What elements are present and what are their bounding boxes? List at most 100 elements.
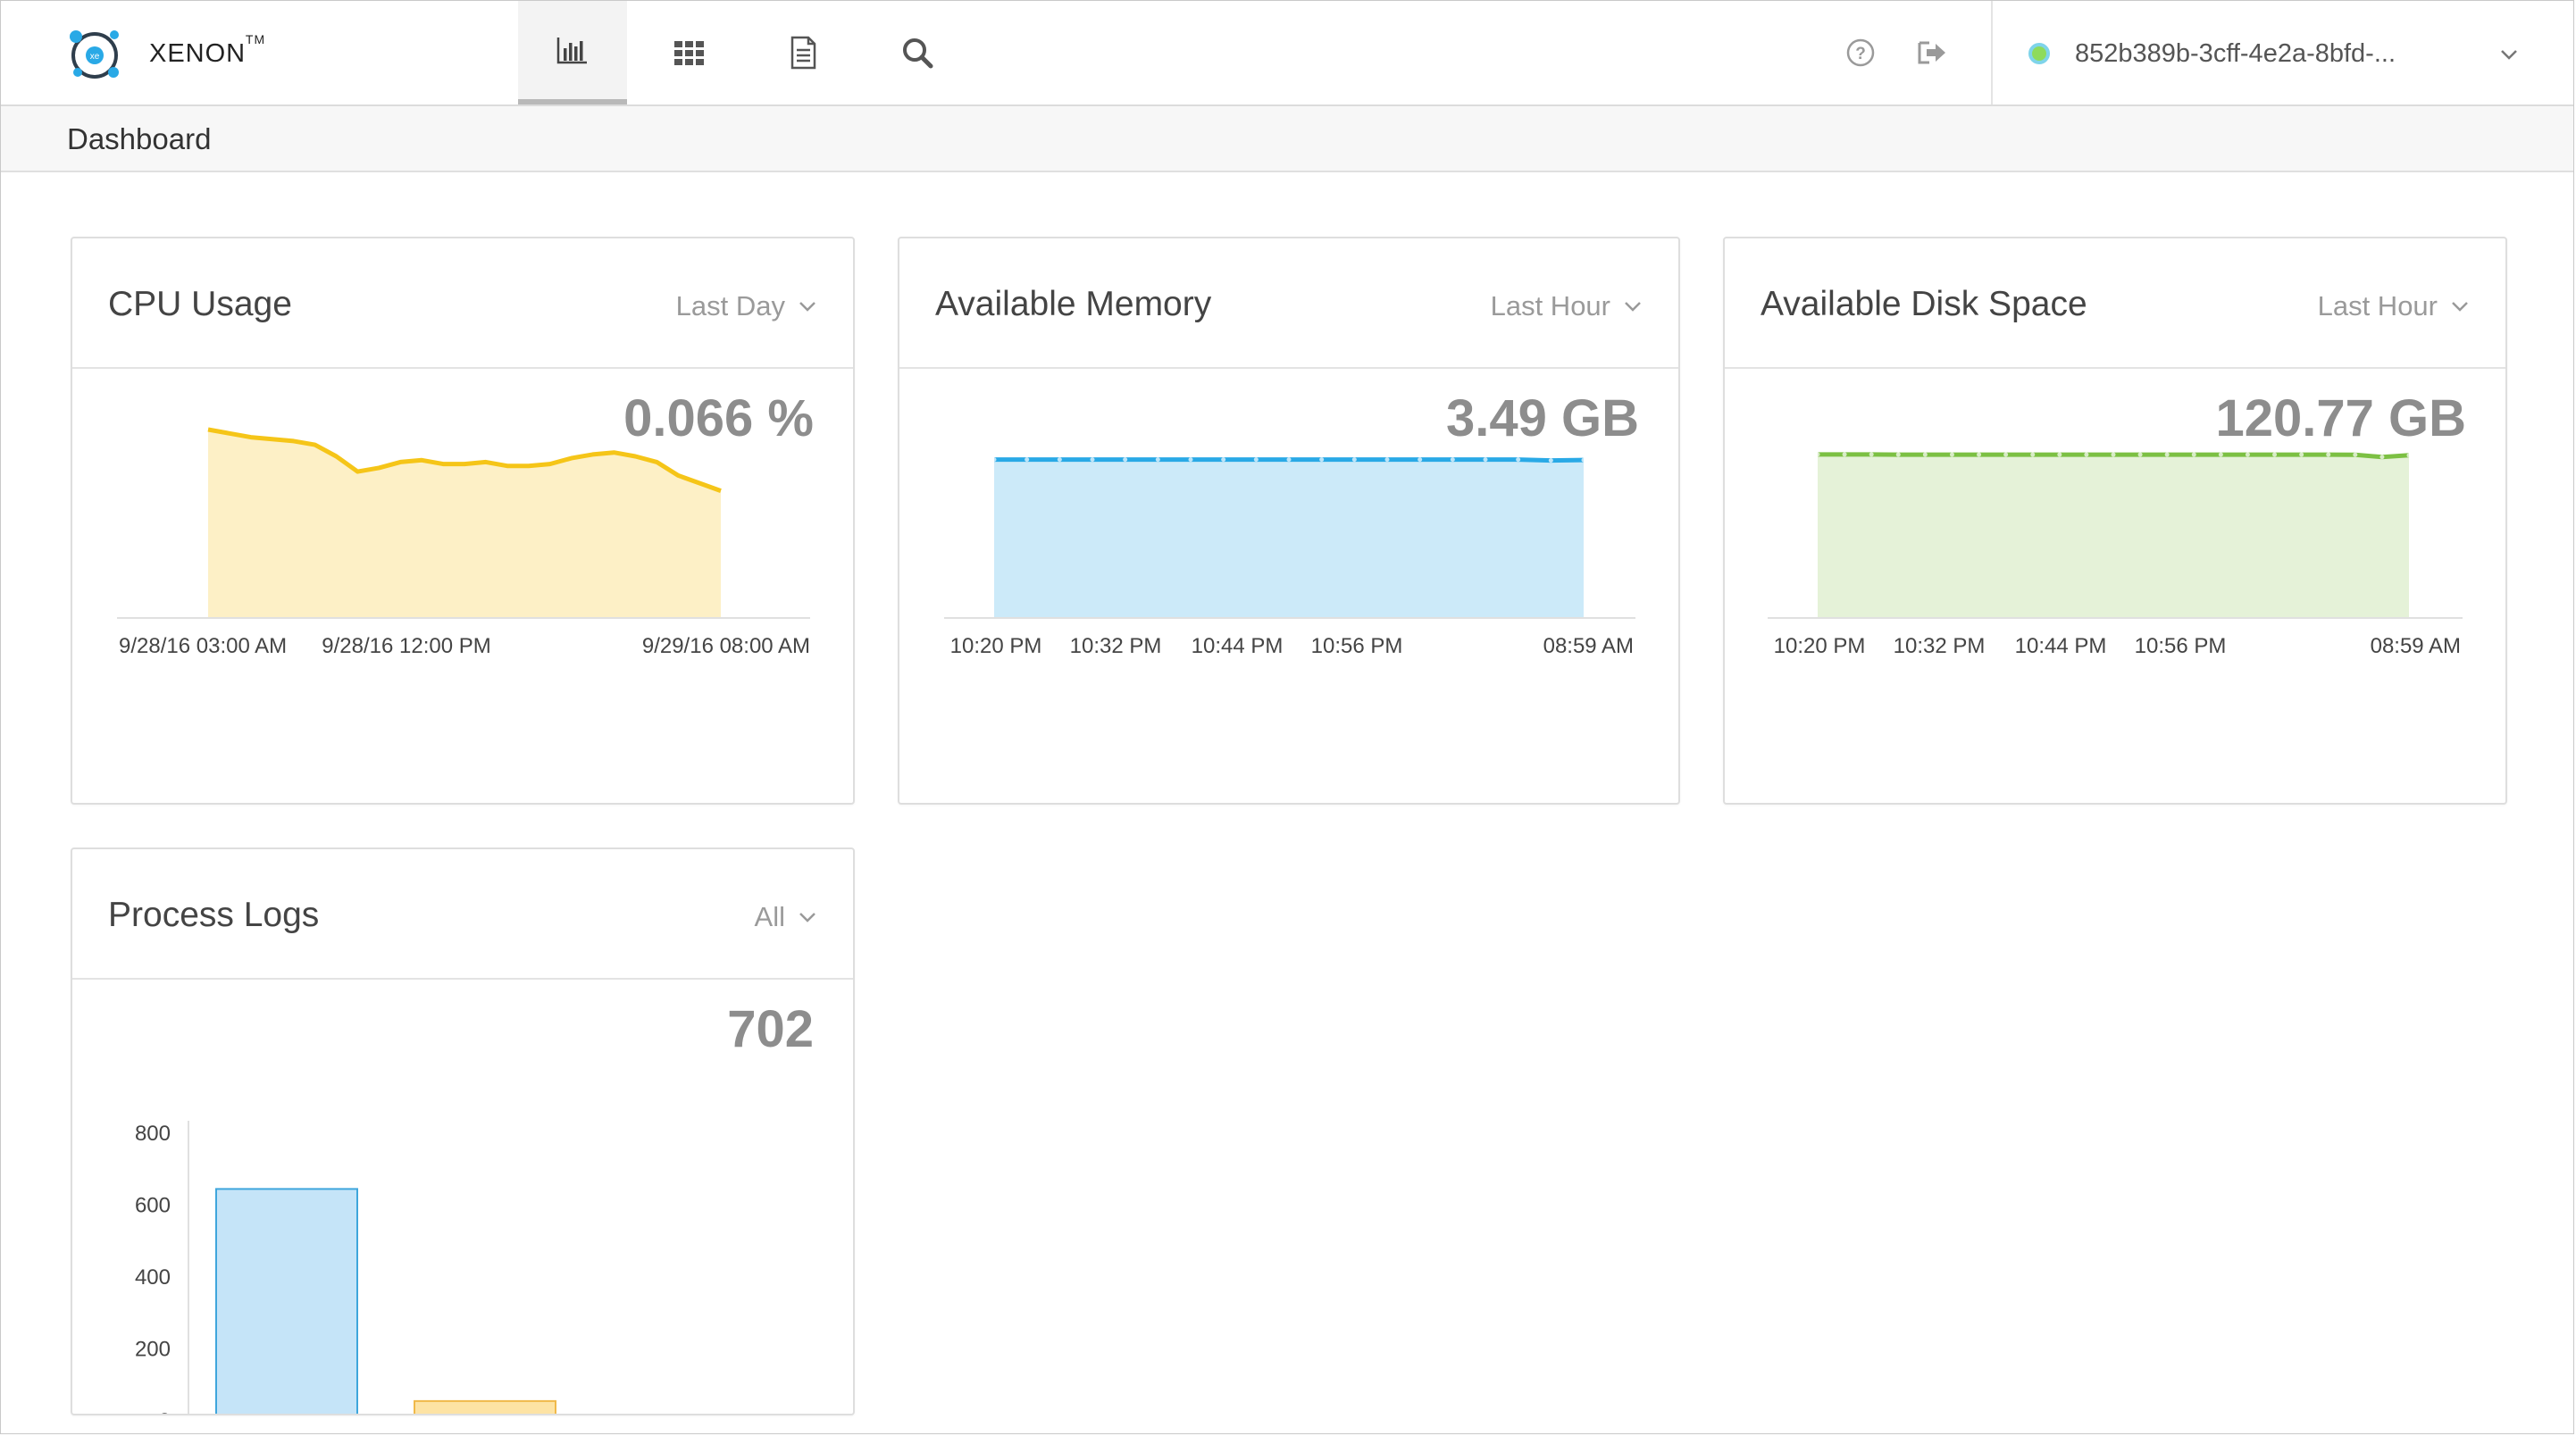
data-point [1450, 457, 1455, 463]
log-level-label: All [754, 901, 785, 932]
x-tick-label: 10:56 PM [1311, 634, 1403, 658]
x-tick-label: 9/29/16 08:00 AM [642, 634, 810, 658]
available-disk-space-card: Available Disk Space Last Hour 120.77 GB… [1723, 237, 2507, 805]
data-point [2299, 452, 2304, 457]
node-selector[interactable]: 852b389b-3cff-4e2a-8bfd-... [2028, 28, 2529, 79]
x-tick-label: 9/28/16 12:00 PM [322, 634, 490, 658]
x-tick-label: 10:32 PM [1070, 634, 1162, 658]
y-tick-label: 0 [159, 1409, 171, 1414]
disk-chart: 10:20 PM 10:32 PM 10:44 PM 10:56 PM 08:59 AM [1768, 452, 2463, 658]
x-tick-label: 10:44 PM [2015, 634, 2107, 658]
x-tick-label: 10:20 PM [950, 634, 1042, 658]
xenon-logo-icon: xe [70, 30, 119, 79]
data-point [2003, 452, 2009, 457]
y-tick-label: 200 [135, 1338, 171, 1362]
top-nav: xe XENON TM [1, 1, 2573, 106]
tab-services[interactable] [634, 1, 743, 104]
y-tick-label: 800 [135, 1122, 171, 1146]
cpu-usage-card: CPU Usage Last Day 0.066 % 9/28/16 03:00… [71, 237, 855, 805]
page-header: Dashboard [1, 106, 2573, 172]
current-value: 3.49 GB [1446, 389, 1639, 447]
data-point [2057, 452, 2062, 457]
data-point [1977, 452, 1982, 457]
series-area [1818, 454, 2409, 617]
document-icon [790, 36, 816, 70]
data-point [1221, 457, 1226, 463]
card-title: Available Memory [935, 285, 1212, 323]
data-point [1815, 452, 1820, 457]
data-point [2191, 452, 2196, 457]
search-icon [903, 38, 933, 69]
series-area [208, 430, 721, 617]
data-point [1155, 457, 1160, 463]
data-point [2030, 452, 2036, 457]
data-point [2406, 453, 2412, 458]
trademark: TM [245, 31, 266, 46]
data-point [991, 457, 997, 463]
time-range-select[interactable]: Last Day [676, 290, 817, 322]
data-point [1548, 458, 1553, 463]
data-point [1922, 452, 1928, 457]
data-point [1090, 457, 1095, 463]
bar-chart-icon [556, 38, 587, 64]
card-title: Process Logs [108, 896, 320, 934]
data-point [1949, 452, 1954, 457]
chevron-down-icon [799, 302, 815, 312]
data-point [1123, 457, 1128, 463]
data-point [2084, 452, 2089, 457]
cpu-chart: 9/28/16 03:00 AM 9/28/16 12:00 PM 9/29/16 … [117, 427, 810, 658]
card-title: Available Disk Space [1761, 285, 2087, 323]
brand[interactable]: xe XENON TM [67, 24, 266, 83]
process-logs-chart: 0200400600800InfoWarningError [135, 1121, 556, 1414]
x-tick-label: 08:59 AM [1543, 634, 1634, 658]
data-point [2245, 452, 2250, 457]
page-title: Dashboard [67, 122, 212, 155]
log-level-select[interactable]: All [755, 901, 817, 933]
data-point [1057, 457, 1062, 463]
time-range-select[interactable]: Last Hour [1491, 290, 1643, 322]
tab-dashboard[interactable] [518, 1, 627, 104]
data-point [2218, 452, 2223, 457]
bar-info [215, 1188, 358, 1414]
x-tick-label: 10:32 PM [1894, 634, 1986, 658]
help-icon[interactable]: ? [1843, 35, 1878, 71]
bar-warning [414, 1399, 556, 1414]
logout-icon[interactable] [1914, 35, 1950, 71]
data-point [2111, 452, 2116, 457]
series-line [207, 427, 722, 493]
chevron-down-icon [799, 913, 815, 923]
card-title: CPU Usage [108, 285, 292, 323]
header-divider [1991, 1, 1993, 104]
data-point [1516, 457, 1521, 463]
data-point [1286, 457, 1292, 463]
data-point [1869, 452, 1874, 457]
data-point [1253, 457, 1259, 463]
time-range-select[interactable]: Last Hour [2318, 290, 2470, 322]
svg-text:?: ? [1855, 45, 1866, 63]
chevron-down-icon [2501, 50, 2517, 60]
card-header: Available Memory Last Hour [899, 238, 1678, 369]
chevron-down-icon [2452, 302, 2468, 312]
tab-search[interactable] [863, 1, 972, 104]
card-header: Available Disk Space Last Hour [1725, 238, 2505, 369]
memory-chart: 10:20 PM 10:32 PM 10:44 PM 10:56 PM 08:59 AM [944, 457, 1635, 658]
current-value: 0.066 % [623, 389, 814, 447]
y-tick-label: 600 [135, 1194, 171, 1218]
tab-documents[interactable] [749, 1, 857, 104]
time-range-label: Last Hour [1490, 290, 1610, 321]
data-point [2272, 452, 2278, 457]
data-point [1384, 457, 1390, 463]
data-point [2137, 452, 2143, 457]
brand-name: XENON TM [149, 31, 266, 68]
x-tick-label: 10:56 PM [2135, 634, 2227, 658]
data-point [1418, 457, 1423, 463]
data-point [2164, 452, 2170, 457]
series-area [994, 459, 1584, 617]
y-tick-label: 400 [135, 1265, 171, 1290]
node-id: 852b389b-3cff-4e2a-8bfd-... [2075, 38, 2396, 68]
log-count: 702 [727, 1000, 814, 1058]
x-tick-label: 10:44 PM [1192, 634, 1284, 658]
current-value: 120.77 GB [2215, 389, 2466, 447]
data-point [1895, 452, 1901, 457]
